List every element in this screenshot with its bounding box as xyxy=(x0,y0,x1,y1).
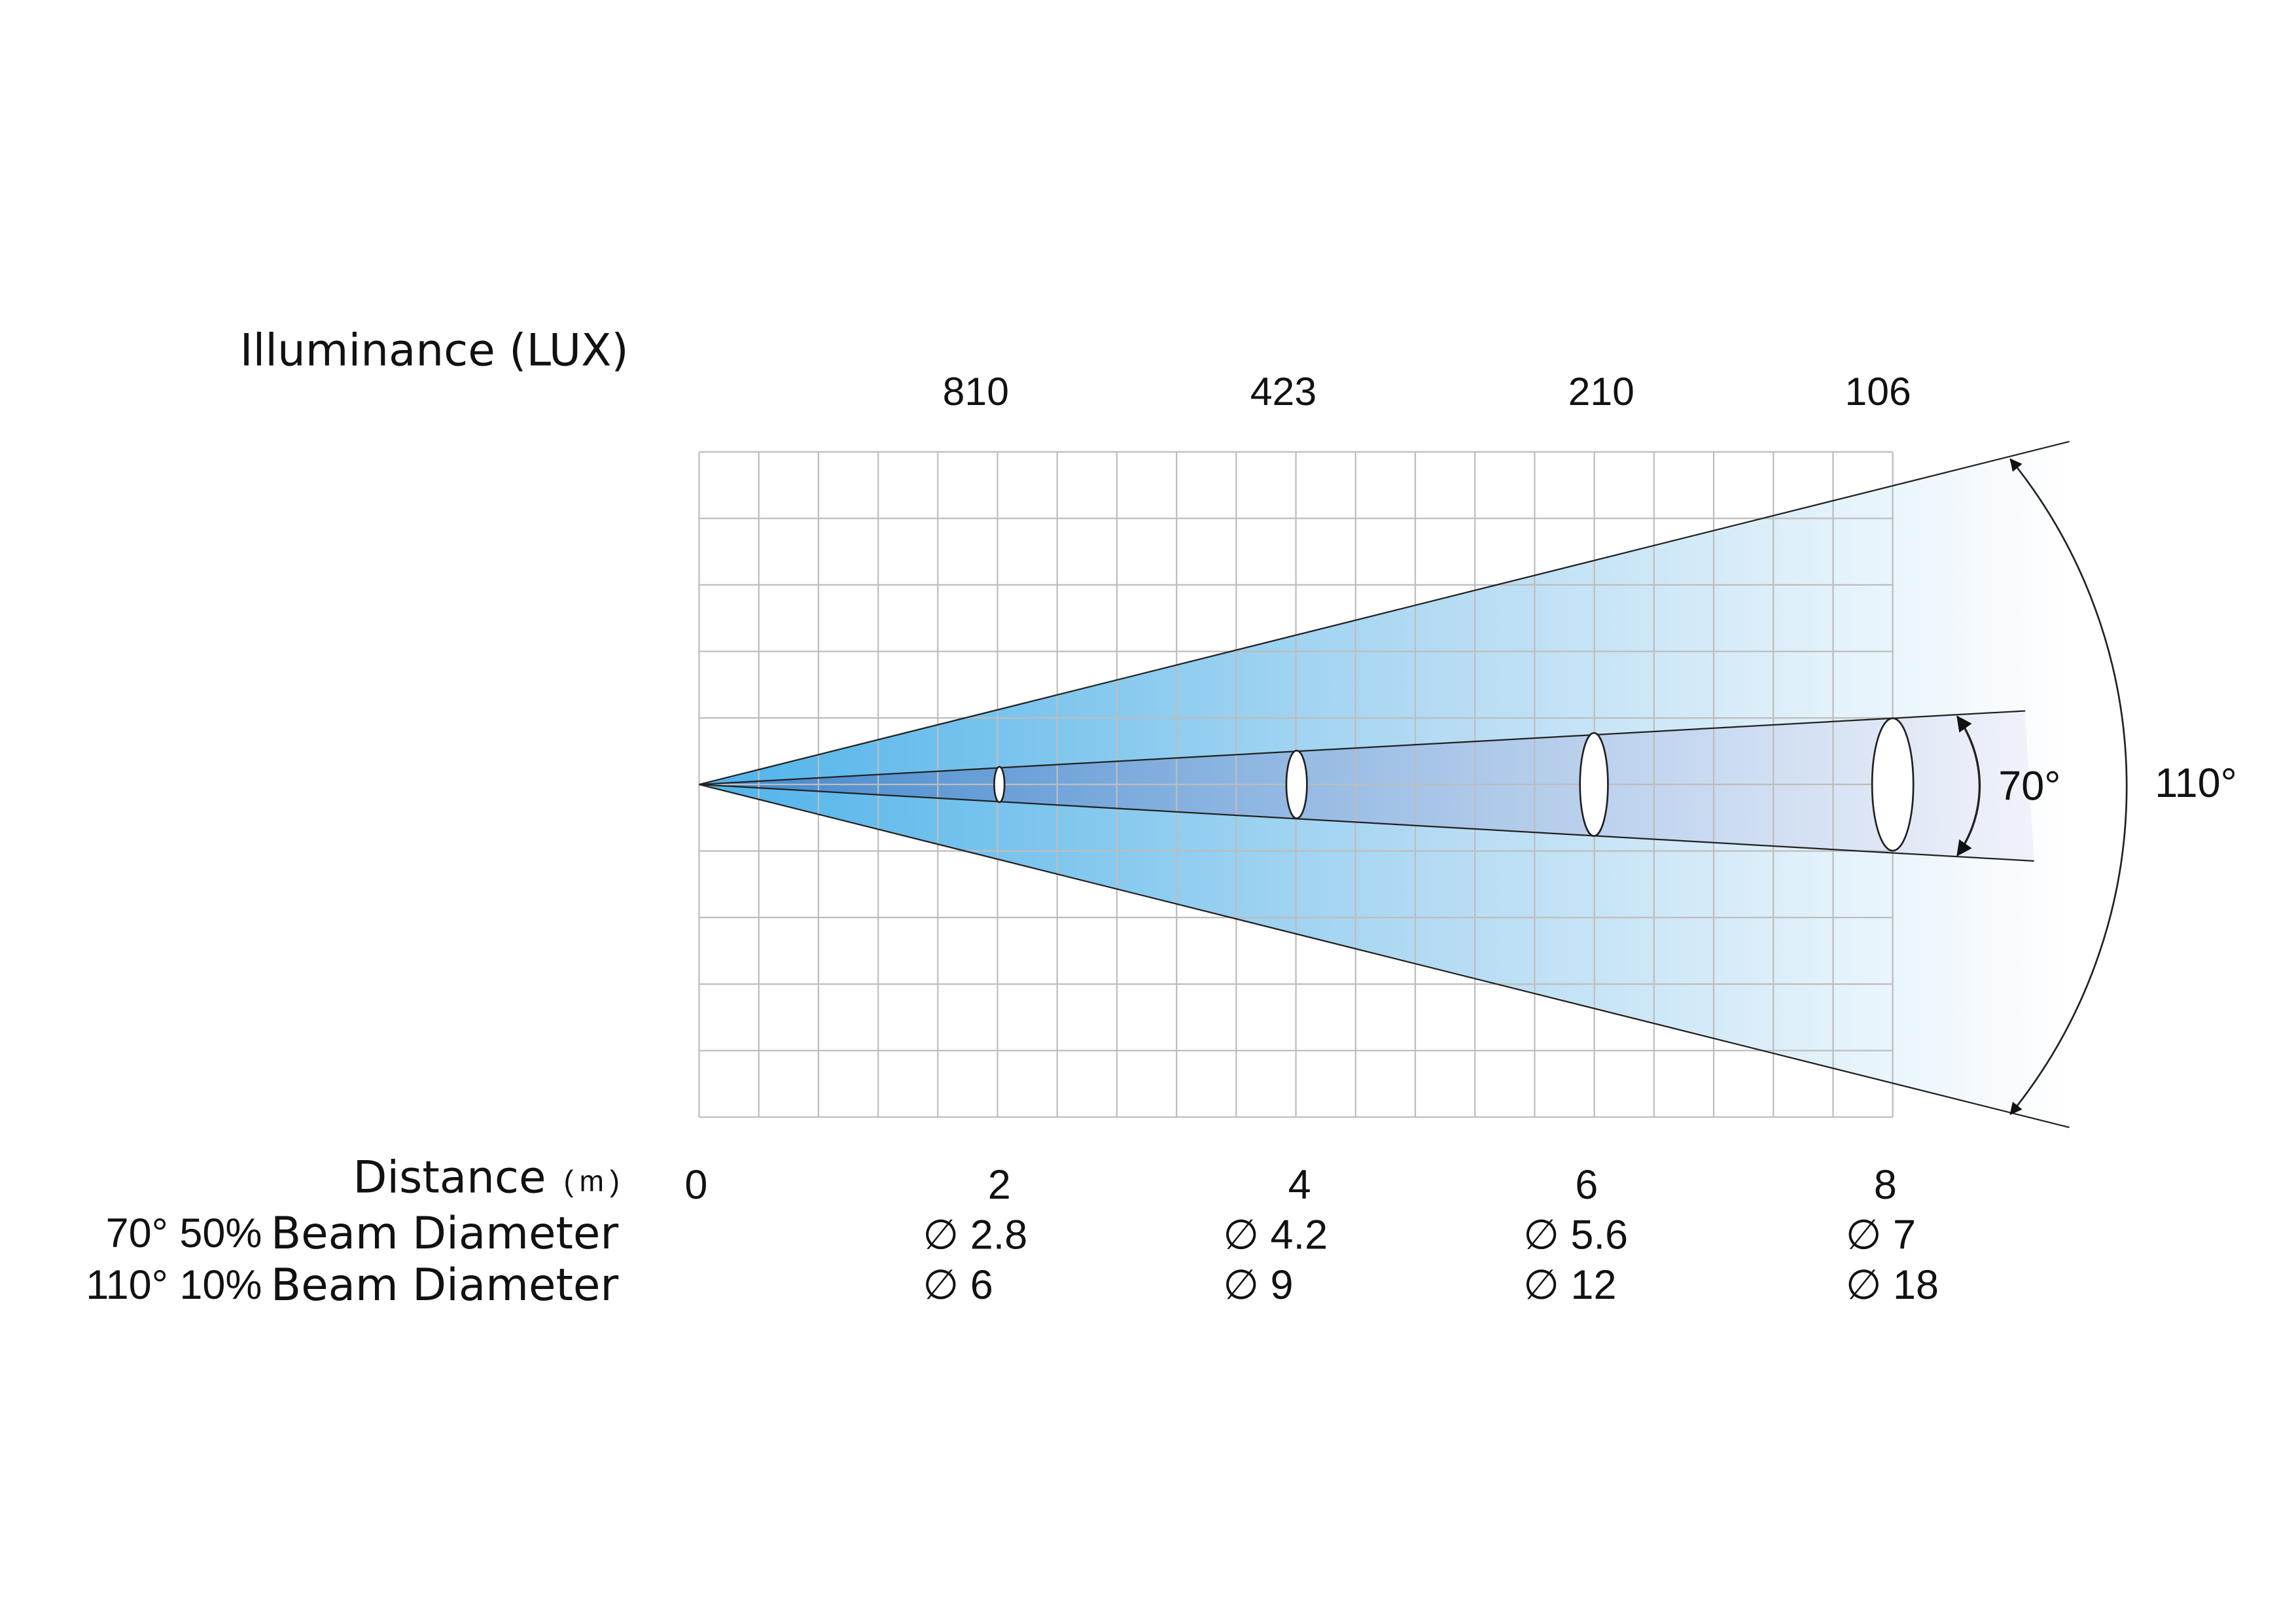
distance-unit: (m) xyxy=(564,1164,626,1197)
distance-value: 8 xyxy=(1874,1162,1897,1208)
outer-angle: 110° xyxy=(2155,760,2237,806)
distance-value: 4 xyxy=(1288,1162,1311,1208)
diameter: ∅ 18 xyxy=(1846,1262,1939,1308)
diameter: ∅ 2.8 xyxy=(923,1212,1027,1258)
illuminance-value: 210 xyxy=(1568,369,1634,414)
distance-value: 0 xyxy=(684,1162,707,1208)
illuminance-value: 423 xyxy=(1250,369,1316,414)
diameter: ∅ 6 xyxy=(923,1262,993,1308)
diameter: ∅ 4.2 xyxy=(1223,1212,1328,1258)
inner-beam xyxy=(699,711,2034,861)
diameter: ∅ 12 xyxy=(1523,1262,1616,1308)
distance-value: 6 xyxy=(1575,1162,1598,1208)
row-angle: 110° 10% xyxy=(86,1262,262,1308)
row-angle: 70° 50% xyxy=(106,1210,262,1256)
beam-lines xyxy=(699,440,2070,1129)
beam-sections xyxy=(993,717,1915,852)
inner-angle: 70° xyxy=(1998,763,2060,809)
outer-angle-arc xyxy=(2009,458,2128,1116)
diameter: ∅ 5.6 xyxy=(1523,1212,1628,1258)
title: Illuminance (LUX) xyxy=(240,324,629,376)
row-label: Beam Diameter xyxy=(271,1207,619,1259)
row-label: Beam Diameter xyxy=(271,1259,619,1311)
diameter: ∅ 7 xyxy=(1846,1212,1916,1258)
illuminance-value: 106 xyxy=(1845,369,1911,414)
illuminance-value: 810 xyxy=(943,369,1009,414)
inner-angle-arc xyxy=(1956,715,1981,856)
distance-label: Distance xyxy=(353,1152,546,1203)
diameter: ∅ 9 xyxy=(1223,1262,1293,1308)
distance-value: 2 xyxy=(988,1162,1011,1208)
